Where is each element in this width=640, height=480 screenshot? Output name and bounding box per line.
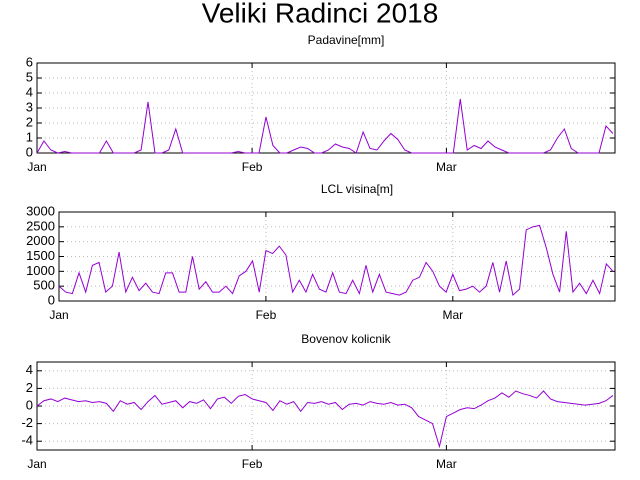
y-tick-label: 0 <box>48 292 55 307</box>
y-tick-label: 1000 <box>26 263 55 278</box>
x-tick-label: Mar <box>442 308 463 322</box>
x-tick-label: Mar <box>436 457 457 471</box>
y-tick-label: 0 <box>26 397 33 412</box>
y-tick-label: 1500 <box>26 248 55 263</box>
x-tick-label: Jan <box>27 160 46 174</box>
y-tick-label: 6 <box>26 54 33 69</box>
y-tick-label: 4 <box>26 362 33 377</box>
chart-title: Bovenov kolicnik <box>301 332 391 346</box>
x-tick-label: Feb <box>256 308 277 322</box>
x-tick-label: Feb <box>242 160 263 174</box>
y-tick-label: 3 <box>26 99 33 114</box>
page-title: Veliki Radinci 2018 <box>202 0 439 28</box>
y-tick-label: 5 <box>26 69 33 84</box>
y-tick-label: 3000 <box>26 203 55 218</box>
data-line <box>36 390 614 449</box>
plot-frame <box>36 62 616 154</box>
y-tick-label: -4 <box>21 433 33 448</box>
y-tick-label: 4 <box>26 84 33 99</box>
x-tick-label: Mar <box>436 160 457 174</box>
y-tick-label: 1 <box>26 129 33 144</box>
y-tick-label: 2500 <box>26 218 55 233</box>
y-tick-label: 2 <box>26 380 33 395</box>
plot-frame <box>58 211 616 302</box>
x-tick-label: Feb <box>242 457 263 471</box>
y-tick-label: 2 <box>26 114 33 129</box>
x-tick-label: Jan <box>27 457 46 471</box>
chart-title: Padavine[mm] <box>308 33 385 47</box>
y-tick-label: -2 <box>21 415 33 430</box>
data-line <box>58 224 614 297</box>
chart-title: LCL visina[m] <box>321 182 393 196</box>
x-tick-label: Jan <box>49 308 68 322</box>
y-tick-label: 0 <box>26 144 33 159</box>
y-tick-label: 2000 <box>26 233 55 248</box>
y-tick-label: 500 <box>33 278 55 293</box>
data-line <box>36 98 614 154</box>
